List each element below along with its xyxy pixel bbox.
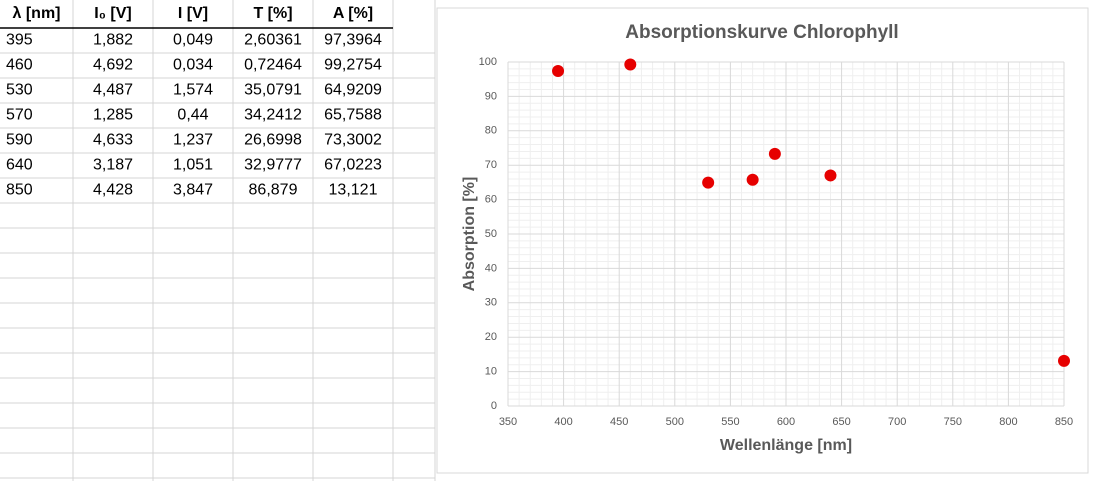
x-tick-label: 450 (610, 416, 628, 428)
x-tick-label: 600 (777, 416, 795, 428)
cell: 4,487 (93, 82, 133, 99)
x-tick-label: 550 (721, 416, 739, 428)
data-point (624, 58, 637, 71)
data-point (702, 176, 715, 189)
cell: 86,879 (249, 182, 298, 199)
cell: 4,428 (93, 182, 133, 199)
cell: 67,0223 (324, 157, 382, 174)
cell: 64,9209 (324, 82, 382, 99)
chart-title: Absorptionskurve Chlorophyll (625, 22, 898, 43)
cell: 0,44 (177, 107, 208, 124)
y-tick-label: 50 (485, 228, 497, 240)
column-header: T [%] (253, 5, 292, 22)
x-axis-label: Wellenlänge [nm] (720, 437, 852, 454)
y-tick-label: 20 (485, 331, 497, 343)
cell: 3,187 (93, 157, 133, 174)
x-tick-label: 850 (1055, 416, 1073, 428)
data-point (768, 147, 781, 160)
cell: 1,237 (173, 132, 213, 149)
x-tick-label: 350 (499, 416, 517, 428)
cell: 4,633 (93, 132, 133, 149)
cell: 1,574 (173, 82, 213, 99)
cell: 26,6998 (244, 132, 302, 149)
cell: 1,882 (93, 32, 133, 49)
cell: 1,285 (93, 107, 133, 124)
y-tick-label: 60 (485, 194, 497, 206)
cell: 2,60361 (244, 32, 302, 49)
cell: 3,847 (173, 182, 213, 199)
cell: 4,692 (93, 57, 133, 74)
data-point (552, 64, 565, 77)
cell: 570 (6, 107, 33, 124)
data-point (746, 173, 759, 186)
cell: 850 (6, 182, 33, 199)
x-tick-label: 700 (888, 416, 906, 428)
cell: 65,7588 (324, 107, 382, 124)
x-tick-label: 650 (832, 416, 850, 428)
column-header: λ [nm] (13, 5, 61, 22)
cell: 0,72464 (244, 57, 302, 74)
y-tick-label: 0 (491, 400, 497, 412)
cell: 13,121 (329, 182, 378, 199)
cell: 34,2412 (244, 107, 302, 124)
data-point (824, 169, 837, 182)
y-tick-label: 30 (485, 297, 497, 309)
y-tick-label: 70 (485, 159, 497, 171)
y-tick-label: 10 (485, 366, 497, 378)
y-tick-label: 80 (485, 125, 497, 137)
y-tick-label: 100 (479, 56, 497, 68)
column-header: I [V] (178, 5, 208, 22)
cell: 395 (6, 32, 33, 49)
cell: 530 (6, 82, 33, 99)
x-tick-label: 750 (944, 416, 962, 428)
cell: 35,0791 (244, 82, 302, 99)
cell: 640 (6, 157, 33, 174)
y-axis-label: Absorption [%] (461, 177, 478, 292)
x-tick-label: 500 (666, 416, 684, 428)
cell: 73,3002 (324, 132, 382, 149)
cell: 0,049 (173, 32, 213, 49)
cell: 1,051 (173, 157, 213, 174)
cell: 590 (6, 132, 33, 149)
cell: 460 (6, 57, 33, 74)
x-tick-label: 400 (554, 416, 572, 428)
y-tick-label: 40 (485, 262, 497, 274)
cell: 99,2754 (324, 57, 382, 74)
column-header: I₀ [V] (94, 5, 131, 22)
y-tick-label: 90 (485, 90, 497, 102)
data-point (1058, 354, 1070, 367)
cell: 32,9777 (244, 157, 302, 174)
column-header: A [%] (333, 5, 373, 22)
x-tick-label: 800 (999, 416, 1017, 428)
cell: 0,034 (173, 57, 213, 74)
cell: 97,3964 (324, 32, 382, 49)
